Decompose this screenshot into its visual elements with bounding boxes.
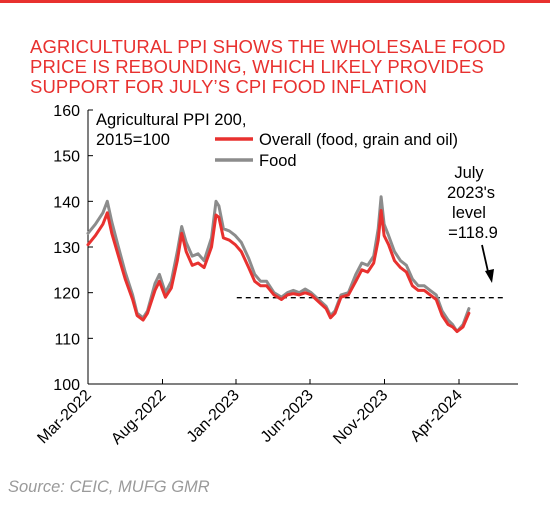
legend-label-food: Food: [259, 152, 297, 170]
title-line-2: PRICE IS REBOUNDING, WHICH LIKELY PROVID…: [30, 56, 484, 77]
legend: Overall (food, grain and oil) Food: [215, 131, 458, 170]
series-line-food: [86, 195, 471, 333]
y-tick-label-110: 110: [54, 331, 80, 348]
chart-title: AGRICULTURAL PPI SHOWS THE WHOLESALE FOO…: [30, 37, 530, 97]
annotation-line-4: =118.9: [448, 224, 498, 242]
y-axis-labels: 100 110 120 130 140 150 160: [53, 103, 80, 394]
y-tick-label-120: 120: [53, 286, 80, 303]
source-note: Source: CEIC, MUFG GMR: [8, 478, 210, 496]
x-tick-label-mar-2022: Mar-2022: [34, 387, 95, 448]
y-tick-label-150: 150: [53, 149, 80, 166]
annotation-line-3: level: [452, 204, 486, 222]
y-tick-label-130: 130: [53, 240, 80, 257]
x-tick-label-jan-2023: Jan-2023: [184, 387, 243, 446]
title-line-3: SUPPORT FOR JULY’S CPI FOOD INFLATION: [30, 76, 428, 97]
annotation-line-2: 2023's: [447, 184, 495, 202]
x-tick-label-jun-2023: Jun-2023: [258, 387, 317, 446]
legend-label-overall: Overall (food, grain and oil): [259, 131, 458, 149]
x-tick-label-aug-2022: Aug-2022: [108, 387, 169, 448]
annotation-line-1: July: [454, 164, 484, 182]
y-axis-ticks: [88, 109, 93, 339]
annotation-arrow-head: [485, 269, 494, 283]
annotation-july-level: July 2023's level =118.9: [447, 164, 498, 242]
x-axis-ticks: [87, 379, 460, 384]
y-tick-label-160: 160: [53, 103, 80, 120]
y-tick-label-100: 100: [53, 377, 80, 394]
y-tick-label-140: 140: [53, 194, 80, 211]
top-accent-rule: [0, 0, 550, 3]
y-axis-unit-label: Agricultural PPI 200, 2015=100: [96, 111, 246, 149]
series-line-overall: [86, 209, 471, 333]
x-tick-label-apr-2024: Apr-2024: [407, 387, 466, 446]
x-tick-label-nov-2023: Nov-2023: [330, 387, 391, 448]
y-unit-line-1: Agricultural PPI 200,: [96, 111, 246, 129]
title-line-1: AGRICULTURAL PPI SHOWS THE WHOLESALE FOO…: [30, 36, 506, 57]
y-unit-line-2: 2015=100: [96, 131, 170, 149]
x-axis-labels: Mar-2022 Aug-2022 Jan-2023 Jun-2023 Nov-…: [34, 387, 466, 448]
